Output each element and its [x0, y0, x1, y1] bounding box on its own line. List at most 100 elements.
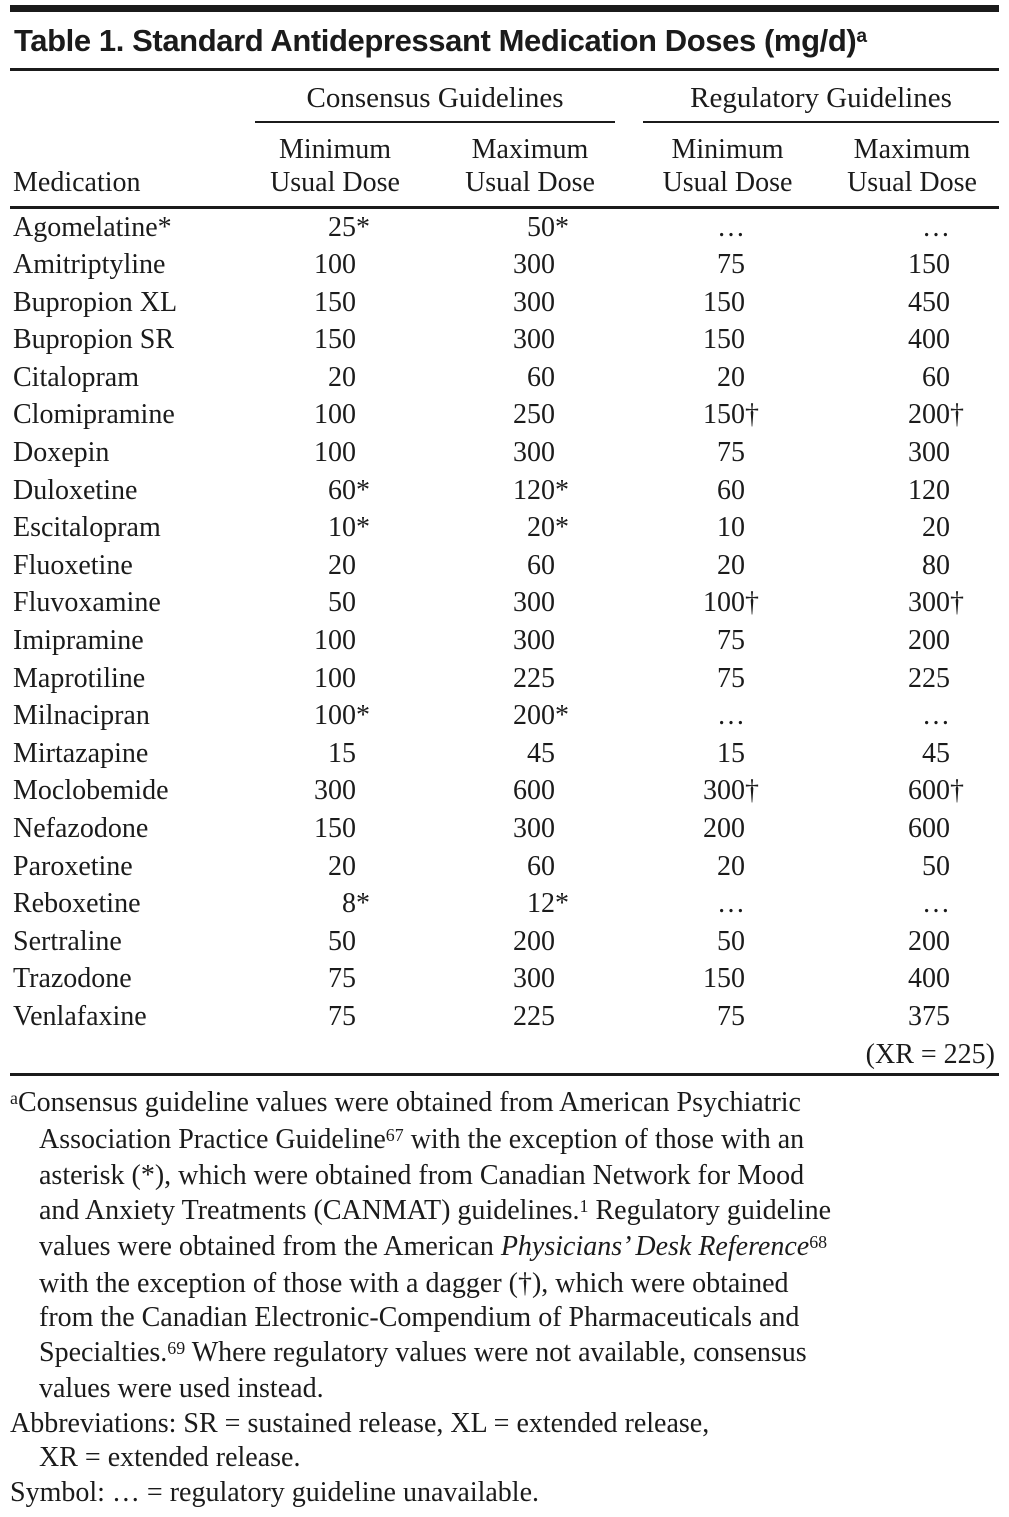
column-header-line: Usual Dose — [465, 166, 595, 198]
dose-number: 400 — [908, 324, 951, 356]
dose-value: 60 — [825, 359, 999, 397]
dose-number: 20 — [717, 361, 745, 393]
dose-value: 300 — [240, 772, 430, 810]
footnote-text: values were obtained from the American — [39, 1231, 501, 1263]
dose-number: 150 — [703, 963, 745, 995]
dose-value: 150 — [630, 284, 825, 322]
dose-value: 200* — [513, 700, 569, 732]
column-header-line: Minimum — [671, 133, 784, 165]
dose-value: 75 — [630, 660, 825, 698]
group-header-consensus-label: Consensus Guidelines — [255, 82, 615, 123]
dose-value: 150 — [240, 810, 430, 848]
dose-value: 100 — [240, 434, 430, 472]
footnote-text: values were used instead. — [39, 1373, 324, 1405]
footnote-superscript: 69 — [167, 1337, 186, 1358]
dose-value: 100 — [240, 246, 430, 284]
dose-number: 50 — [328, 587, 356, 619]
medication-name: Paroxetine — [13, 850, 133, 882]
dose-value: 75 — [630, 434, 825, 472]
empty-cell — [10, 1035, 240, 1077]
dose-value: 60 — [430, 547, 630, 585]
table-header: Consensus Guidelines Regulatory Guidelin… — [10, 71, 1000, 209]
dose-number: 300 — [314, 775, 356, 807]
dose-number: … — [717, 888, 745, 920]
medication-name: Reboxetine — [13, 888, 141, 920]
dose-value: 10* — [328, 512, 370, 544]
dose-number: … — [922, 700, 951, 732]
footnotes: aConsensus guideline values were obtaine… — [10, 1076, 999, 1510]
medication-name: Imipramine — [13, 625, 144, 657]
column-header-row: Medication Minimum Usual Dose Maximum Us… — [10, 123, 1000, 209]
column-header-consensus-min: Minimum Usual Dose — [240, 123, 430, 209]
table-row: Amitriptyline 100 300 75 150 — [10, 246, 999, 284]
dose-value: 300 — [430, 321, 630, 359]
medication-name: Moclobemide — [13, 775, 169, 807]
dose-number: 200 — [908, 399, 951, 431]
column-header-medication: Medication — [10, 123, 240, 209]
empty-cell — [240, 1035, 430, 1077]
dose-value: 50 — [240, 584, 430, 622]
dose-number: 60 — [922, 361, 951, 393]
medication-name: Amitriptyline — [13, 249, 166, 281]
dose-number: 300 — [513, 286, 555, 318]
footnote-text: with the exception of those with an — [403, 1123, 805, 1155]
footnote-text: Regulatory guideline — [588, 1194, 832, 1226]
dose-number: 15 — [717, 737, 745, 769]
dose-value: 50 — [825, 848, 999, 886]
table-row: Duloxetine 60* 120* 60 120 — [10, 472, 999, 510]
dose-number: 75 — [717, 1000, 745, 1032]
dose-number: 75 — [717, 249, 745, 281]
dose-value: 250 — [430, 396, 630, 434]
dose-number: 20 — [527, 512, 555, 544]
group-header-spacer — [10, 71, 240, 123]
dose-number: 100 — [314, 625, 356, 657]
dose-number: 150 — [314, 324, 356, 356]
dose-value: 75 — [630, 998, 825, 1036]
dose-value: 20* — [527, 512, 569, 544]
table-row: Milnacipran 100* 200*…… — [10, 697, 999, 735]
footnote-text: Abbreviations: SR = sustained release, X… — [10, 1407, 710, 1439]
table-row: Escitalopram 10* 20* 10 20 — [10, 509, 999, 547]
dose-number: 100 — [314, 249, 356, 281]
footnote-text: XR = extended release. — [39, 1442, 301, 1474]
table-row: Moclobemide 300 600 300† 600† — [10, 772, 999, 810]
dose-value: 60* — [328, 474, 370, 506]
footnote-superscript: 68 — [809, 1232, 828, 1252]
dose-number: 225 — [513, 1000, 555, 1032]
dose-number: 150 — [908, 249, 951, 281]
table-row: Bupropion XL 150 300 150 450 — [10, 284, 999, 322]
dose-value: … — [630, 207, 825, 246]
dose-number: 10 — [328, 512, 356, 544]
footnote-line: Abbreviations: SR = sustained release, X… — [10, 1407, 999, 1442]
dose-number: 300 — [513, 324, 555, 356]
dose-number: 120 — [513, 474, 555, 506]
column-header-regulatory-max: Maximum Usual Dose — [825, 123, 1000, 209]
xr-note-row: (XR = 225) — [10, 1035, 1000, 1077]
dose-number: 150 — [703, 324, 745, 356]
dose-number: 600 — [513, 775, 555, 807]
dose-value: 80 — [825, 547, 999, 585]
dose-number: 12 — [527, 888, 555, 920]
table-row: Trazodone 75 300 150 400 — [10, 960, 999, 998]
footnote-text: asterisk (*), which were obtained from C… — [39, 1160, 805, 1192]
dose-value: 150 — [630, 960, 825, 998]
footnote-text: Physicians’ Desk Reference — [500, 1231, 810, 1263]
medication-name: Fluvoxamine — [13, 587, 161, 619]
table-body: Agomelatine* 25* 50* … … Amitriptyline 100 300 7… — [10, 207, 1000, 1077]
dose-number: 300 — [513, 963, 555, 995]
dose-number: 225 — [513, 662, 555, 694]
dose-number: 450 — [908, 286, 951, 318]
dose-value: 50 — [240, 923, 430, 961]
medication-name: Clomipramine — [13, 399, 175, 431]
dose-number: 20 — [922, 512, 951, 544]
dose-value: 450 — [825, 284, 999, 322]
dose-value: 200 — [825, 622, 999, 660]
dose-value: 200 — [630, 810, 825, 848]
dose-number: 300 — [513, 625, 555, 657]
dose-value: 15 — [630, 735, 825, 773]
column-header-line: Usual Dose — [847, 166, 977, 198]
table-row: Mirtazapine 15 45 15 45 — [10, 735, 999, 773]
dose-value: 20 — [630, 359, 825, 397]
top-rule — [10, 5, 999, 12]
dose-number: 225 — [908, 662, 951, 694]
